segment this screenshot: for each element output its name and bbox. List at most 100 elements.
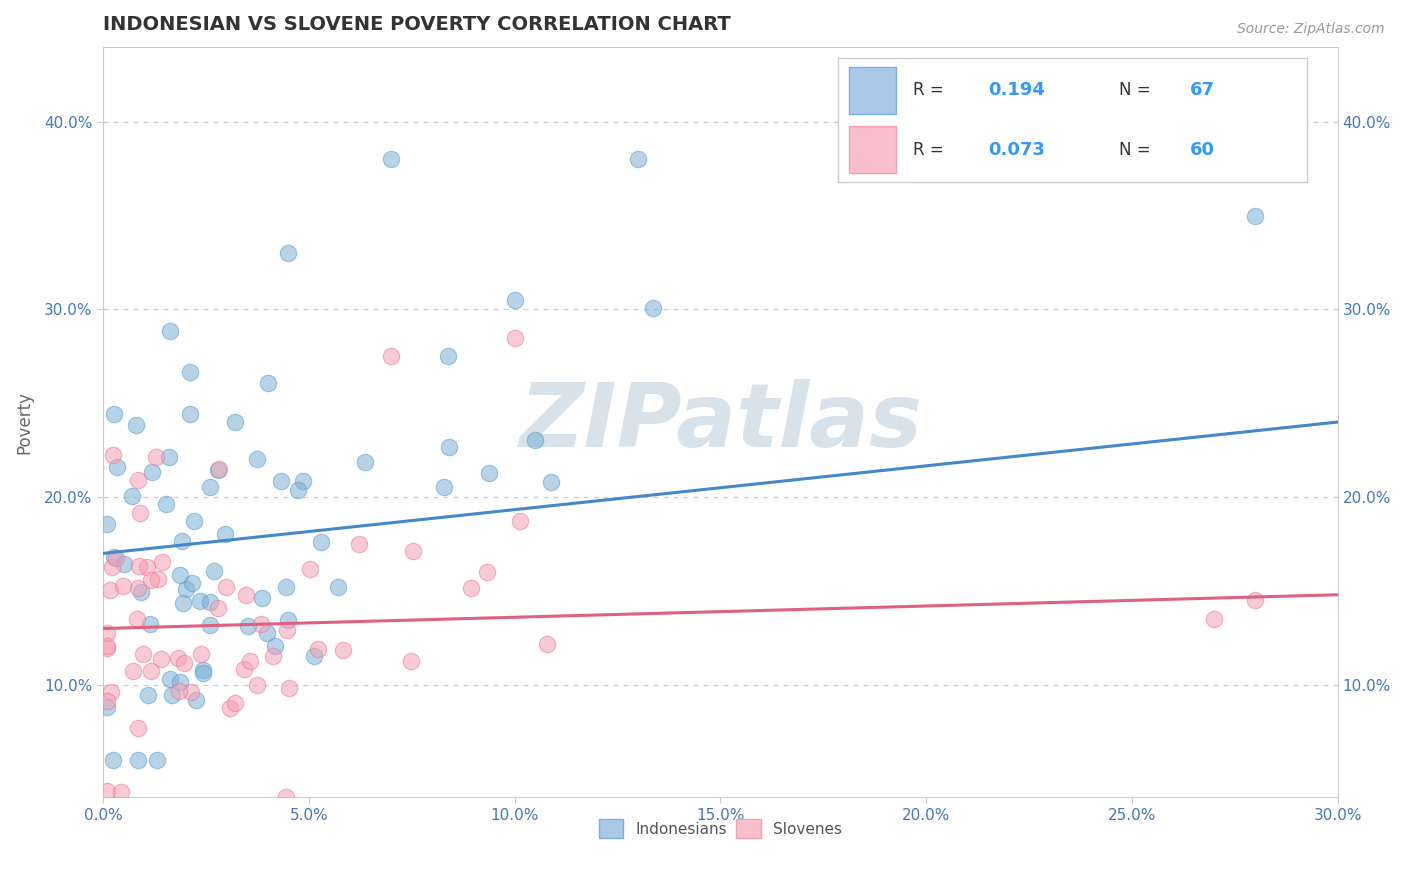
Point	[183, 514, 205, 528]
Point	[132, 647, 155, 661]
Point	[477, 565, 499, 579]
Point	[503, 330, 526, 344]
Point	[167, 684, 190, 698]
Point	[179, 407, 201, 421]
Point	[235, 588, 257, 602]
Point	[291, 475, 314, 489]
Point	[180, 576, 202, 591]
Point	[270, 474, 292, 488]
Point	[160, 688, 183, 702]
Point	[128, 507, 150, 521]
Point	[215, 580, 238, 594]
Point	[141, 573, 163, 587]
Point	[96, 626, 118, 640]
Point	[256, 626, 278, 640]
Point	[149, 652, 172, 666]
Point	[122, 664, 145, 678]
Text: Source: ZipAtlas.com: Source: ZipAtlas.com	[1237, 22, 1385, 37]
Point	[277, 246, 299, 260]
Point	[150, 555, 173, 569]
Point	[332, 643, 354, 657]
Point	[146, 572, 169, 586]
Point	[298, 562, 321, 576]
Point	[380, 153, 402, 167]
Point	[146, 753, 169, 767]
Point	[159, 324, 181, 338]
Point	[191, 666, 214, 681]
Point	[127, 753, 149, 767]
Point	[100, 560, 122, 574]
Point	[159, 672, 181, 686]
Point	[250, 617, 273, 632]
Point	[169, 568, 191, 582]
Point	[100, 685, 122, 699]
Point	[173, 657, 195, 671]
Point	[96, 699, 118, 714]
Point	[437, 440, 460, 454]
Text: INDONESIAN VS SLOVENE POVERTY CORRELATION CHART: INDONESIAN VS SLOVENE POVERTY CORRELATIO…	[103, 15, 731, 34]
Point	[125, 417, 148, 432]
Point	[198, 595, 221, 609]
Point	[138, 617, 160, 632]
Point	[437, 349, 460, 363]
Point	[135, 560, 157, 574]
Point	[274, 580, 297, 594]
Point	[96, 784, 118, 798]
Point	[1244, 209, 1267, 223]
Point	[103, 550, 125, 565]
Point	[179, 365, 201, 379]
Point	[540, 475, 562, 489]
Point	[139, 665, 162, 679]
Point	[380, 350, 402, 364]
Point	[202, 564, 225, 578]
Point	[252, 591, 274, 606]
Point	[127, 721, 149, 735]
Point	[169, 675, 191, 690]
Point	[627, 153, 650, 167]
Point	[101, 753, 124, 767]
Text: ZIPatlas: ZIPatlas	[519, 378, 922, 466]
Point	[174, 582, 197, 597]
Point	[186, 693, 208, 707]
Point	[262, 648, 284, 663]
Point	[287, 483, 309, 498]
Point	[193, 663, 215, 677]
Point	[125, 612, 148, 626]
Point	[112, 579, 135, 593]
Point	[180, 684, 202, 698]
Point	[277, 681, 299, 695]
Point	[1244, 593, 1267, 607]
Point	[274, 790, 297, 805]
Point	[127, 473, 149, 487]
Point	[110, 785, 132, 799]
Point	[641, 301, 664, 315]
Point	[121, 489, 143, 503]
Point	[96, 693, 118, 707]
Point	[128, 558, 150, 573]
Point	[96, 517, 118, 532]
Point	[239, 654, 262, 668]
Point	[105, 459, 128, 474]
Point	[198, 618, 221, 632]
Point	[309, 534, 332, 549]
Point	[172, 534, 194, 549]
Point	[141, 465, 163, 479]
Point	[307, 642, 329, 657]
Point	[354, 455, 377, 469]
Point	[188, 593, 211, 607]
Point	[208, 462, 231, 476]
Point	[155, 497, 177, 511]
Point	[523, 433, 546, 447]
Point	[401, 654, 423, 668]
Point	[103, 407, 125, 421]
Point	[136, 688, 159, 702]
Point	[277, 613, 299, 627]
Point	[257, 376, 280, 391]
Point	[104, 551, 127, 566]
Point	[190, 648, 212, 662]
Point	[263, 639, 285, 653]
Point	[172, 596, 194, 610]
Point	[157, 450, 180, 464]
Point	[218, 701, 240, 715]
Point	[145, 450, 167, 464]
